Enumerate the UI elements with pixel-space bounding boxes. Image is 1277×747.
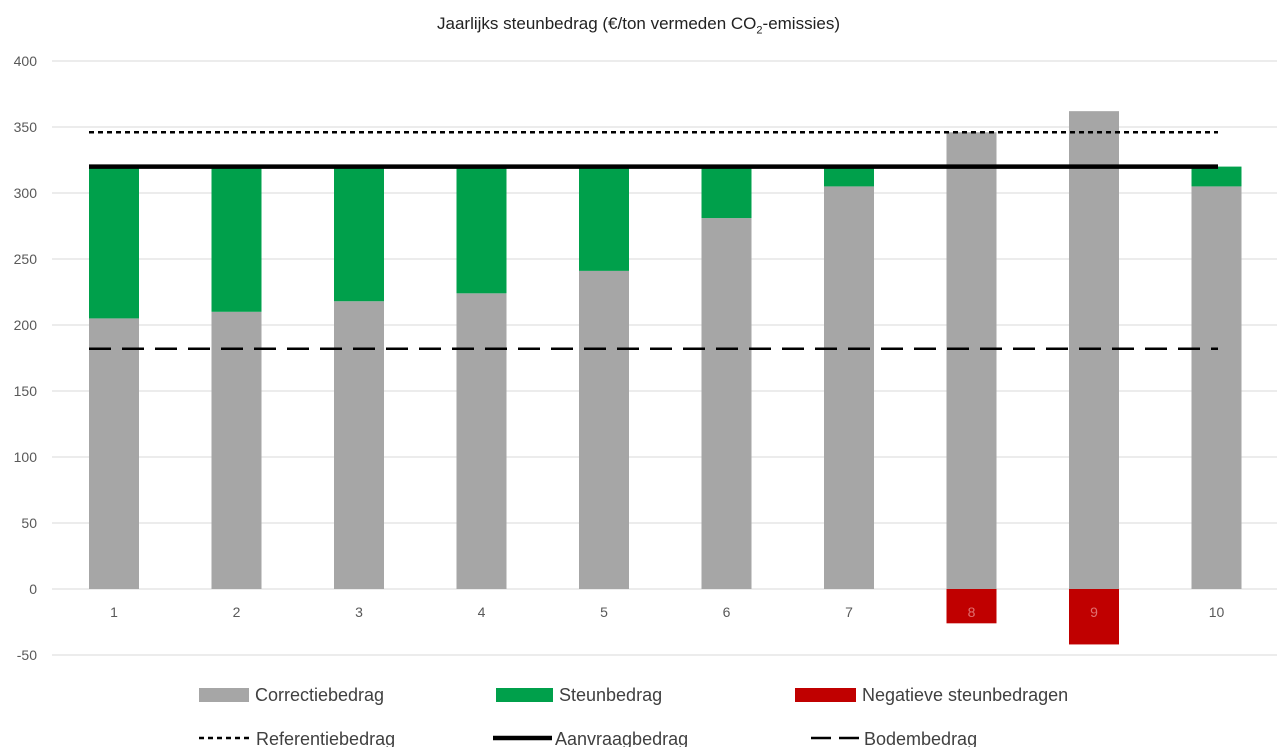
bar-correctiebedrag	[824, 186, 874, 589]
bar-correctiebedrag	[946, 132, 997, 589]
bar-correctiebedrag	[1069, 111, 1119, 589]
legend-label-negatieve-steunbedragen: Negatieve steunbedragen	[862, 685, 1068, 705]
y-tick-label: 0	[29, 581, 37, 597]
legend-swatch-steunbedrag	[496, 688, 553, 702]
y-tick-label: 350	[14, 119, 38, 135]
legend-label-aanvraagbedrag: Aanvraagbedrag	[555, 729, 688, 747]
x-tick-label: 6	[723, 604, 731, 620]
chart-title-subscript: 2	[756, 24, 763, 37]
x-tick-label: 2	[233, 604, 241, 620]
bar-steunbedrag	[1191, 166, 1242, 187]
x-tick-label: 1	[110, 604, 118, 620]
bar-correctiebedrag	[89, 318, 139, 589]
chart-title-suffix: -emissies)	[762, 14, 840, 33]
legend-label-bodembedrag: Bodembedrag	[864, 729, 977, 747]
bar-steunbedrag	[701, 166, 752, 219]
x-tick-label: 4	[478, 604, 486, 620]
y-tick-label: 100	[14, 449, 38, 465]
x-axis-labels: 1 2 3 4 5 6 7 8 9 10	[110, 604, 1224, 620]
x-tick-label: 5	[600, 604, 608, 620]
bar-correctiebedrag	[334, 301, 384, 589]
x-tick-label: 10	[1209, 604, 1225, 620]
bar-steunbedrag	[579, 166, 629, 271]
legend-swatch-correctiebedrag	[199, 688, 249, 702]
y-tick-label: 250	[14, 251, 38, 267]
bar-correctiebedrag	[211, 311, 262, 589]
y-axis-labels: 400 350 300 250 200 150 100 50 0 -50	[14, 53, 38, 663]
legend-swatch-negatieve-steunbedragen	[795, 688, 856, 702]
legend-label-referentiebedrag: Referentiebedrag	[256, 729, 395, 747]
bar-steunbedrag	[456, 166, 507, 294]
legend-label-steunbedrag: Steunbedrag	[559, 685, 662, 705]
bar-steunbedrag	[89, 166, 139, 319]
y-tick-label: 200	[14, 317, 38, 333]
y-tick-label: 150	[14, 383, 38, 399]
x-tick-label: 3	[355, 604, 363, 620]
bar-steunbedrag	[824, 166, 874, 187]
x-tick-label: 7	[845, 604, 853, 620]
y-tick-label: -50	[17, 647, 37, 663]
bar-correctiebedrag	[456, 293, 507, 589]
y-tick-label: 50	[21, 515, 37, 531]
legend-label-correctiebedrag: Correctiebedrag	[255, 685, 384, 705]
chart-title-main: Jaarlijks steunbedrag (€/ton vermeden CO	[437, 14, 757, 33]
bars	[89, 111, 1242, 645]
reference-lines	[89, 131, 1218, 351]
bar-correctiebedrag	[1191, 186, 1242, 589]
legend: Correctiebedrag Steunbedrag Negatieve steu…	[199, 685, 1068, 747]
bar-correctiebedrag	[701, 218, 752, 589]
bar-steunbedrag	[334, 166, 384, 302]
y-tick-label: 300	[14, 185, 38, 201]
bar-steunbedrag	[211, 166, 262, 312]
bar-correctiebedrag	[579, 270, 629, 589]
x-tick-label: 8	[968, 604, 976, 620]
bar-negatieve-steunbedragen	[946, 589, 997, 624]
bar-negatieve-steunbedragen	[1069, 589, 1119, 645]
chart-title: Jaarlijks steunbedrag (€/ton vermeden CO…	[0, 14, 1277, 36]
y-tick-label: 400	[14, 53, 38, 69]
x-tick-label: 9	[1090, 604, 1098, 620]
